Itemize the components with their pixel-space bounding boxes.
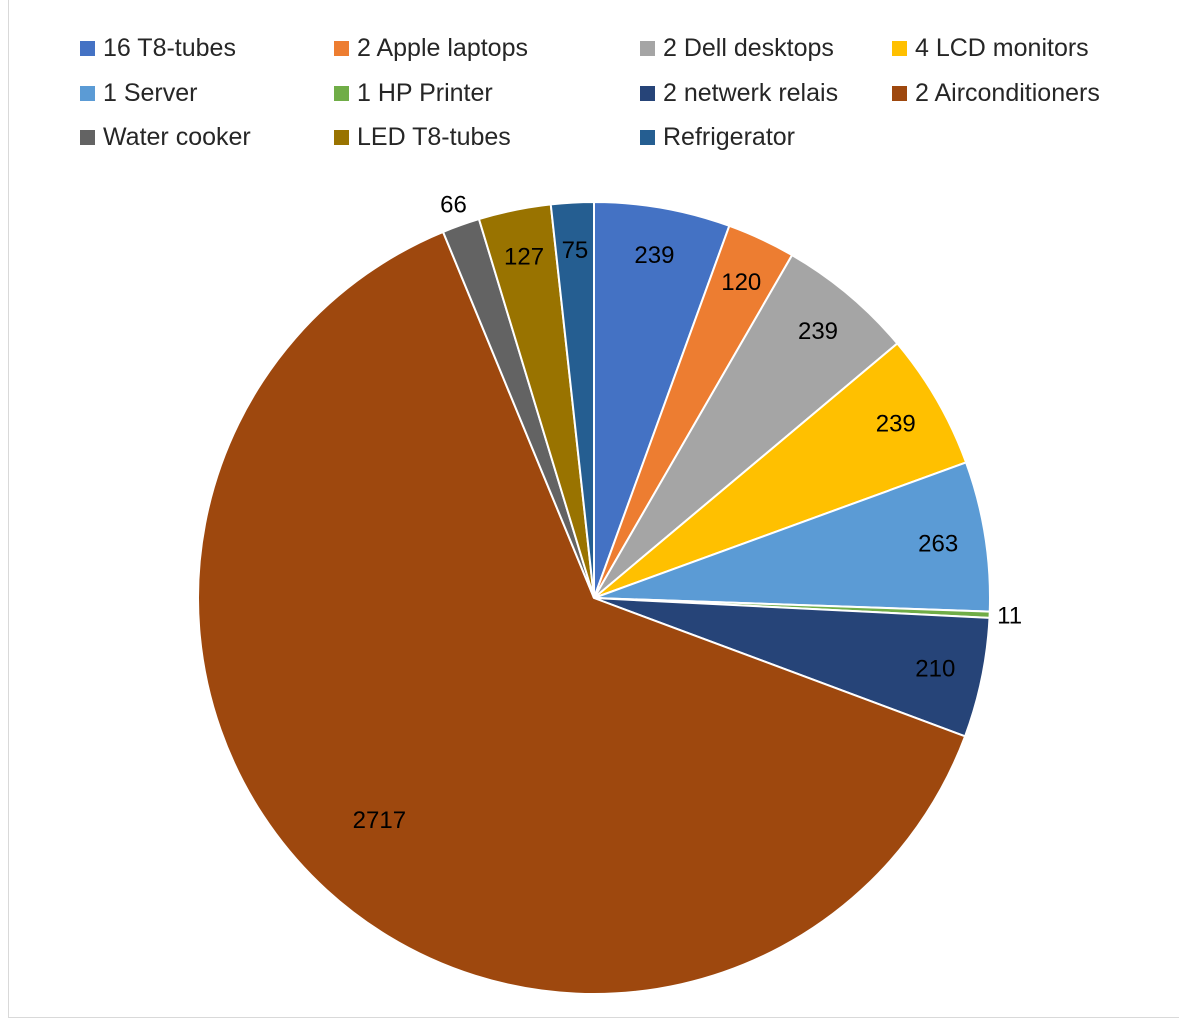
pie-slice	[549, 200, 595, 599]
pie-slice	[593, 200, 731, 599]
legend-label: 16 T8-tubes	[103, 33, 236, 62]
legend-item: 4 LCD monitors	[892, 33, 1089, 63]
legend-label: 2 Airconditioners	[915, 78, 1100, 107]
chart-frame	[8, 0, 1179, 1018]
legend-swatch	[892, 40, 907, 56]
legend-label: Water cooker	[103, 122, 251, 151]
legend-label: 2 Apple laptops	[357, 33, 528, 62]
slice-value-label: 263	[918, 530, 958, 557]
legend-swatch	[640, 85, 655, 101]
legend-swatch	[334, 40, 349, 56]
legend-label: Refrigerator	[663, 122, 795, 151]
slice-value-label: 239	[634, 242, 674, 269]
legend-swatch	[892, 85, 907, 101]
pie-slice	[593, 342, 968, 599]
slice-value-label: 11	[997, 603, 1022, 630]
legend-item: 2 Airconditioners	[892, 78, 1100, 108]
legend-swatch	[640, 40, 655, 56]
legend-swatch	[640, 129, 655, 145]
legend-item: LED T8-tubes	[334, 122, 511, 152]
pie-slice	[593, 461, 991, 613]
legend-label: 2 netwerk relais	[663, 78, 839, 107]
slice-value-label: 120	[721, 269, 761, 296]
legend-swatch	[334, 129, 349, 145]
slice-value-label: 2717	[353, 807, 406, 834]
pie-slice	[197, 230, 967, 995]
slice-value-label: 66	[440, 191, 467, 218]
legend-item: 16 T8-tubes	[80, 33, 236, 63]
legend-swatch	[80, 85, 95, 101]
legend-swatch	[80, 40, 95, 56]
legend-item: 2 Dell desktops	[640, 33, 834, 63]
slice-value-label: 239	[876, 411, 916, 438]
legend-item: 1 Server	[80, 78, 197, 108]
slice-value-label: 210	[915, 655, 955, 682]
legend-item: 1 HP Printer	[334, 78, 493, 108]
legend-swatch	[80, 129, 95, 145]
legend-label: 1 HP Printer	[357, 78, 493, 107]
slice-value-label: 127	[504, 244, 544, 271]
legend-item: Water cooker	[80, 122, 251, 152]
legend-label: 4 LCD monitors	[915, 33, 1089, 62]
legend-label: LED T8-tubes	[357, 122, 511, 151]
legend-label: 2 Dell desktops	[663, 33, 834, 62]
legend-label: 1 Server	[103, 78, 198, 107]
slice-value-label: 239	[798, 318, 838, 345]
legend-item: Refrigerator	[640, 122, 795, 152]
pie-slice	[593, 253, 899, 599]
legend-swatch	[334, 85, 349, 101]
slice-value-label: 75	[562, 237, 589, 264]
legend-item: 2 netwerk relais	[640, 78, 838, 108]
legend-item: 2 Apple laptops	[334, 33, 528, 63]
